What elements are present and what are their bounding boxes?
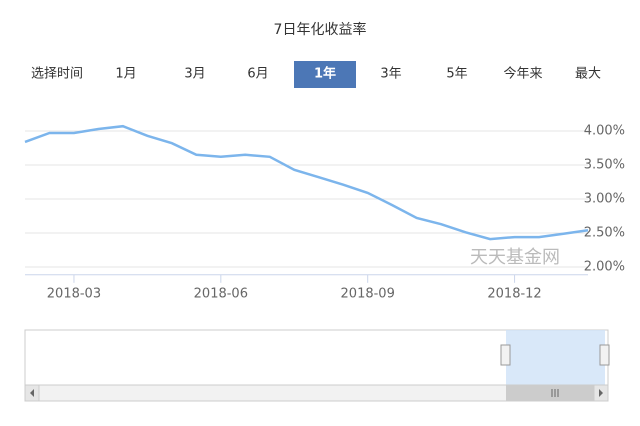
- x-tick-label: 2018-06: [194, 286, 248, 301]
- range-button[interactable]: 最大: [575, 67, 601, 82]
- y-tick-label: 3.00%: [584, 192, 625, 207]
- chart-title: 7日年化收益率: [274, 21, 367, 38]
- watermark: 天天基金网: [470, 247, 560, 268]
- line: [24, 124, 589, 241]
- range-button[interactable]: 6月: [247, 67, 268, 82]
- y-tick-label: 3.50%: [584, 158, 625, 173]
- arrow: [30, 389, 34, 397]
- range-label: 选择时间: [31, 67, 83, 82]
- range-button[interactable]: 5年: [446, 67, 467, 82]
- navigator-window[interactable]: [506, 330, 605, 385]
- range-button[interactable]: 1月: [115, 67, 136, 82]
- x-tick-label: 2018-03: [47, 286, 101, 301]
- range-button[interactable]: 3年: [380, 67, 401, 82]
- y-tick-label: 2.00%: [584, 260, 625, 275]
- x-tick-label: 2018-09: [341, 286, 395, 301]
- navigator-handle[interactable]: [599, 344, 610, 366]
- scrollbar-grip: [551, 389, 559, 397]
- navigator-handle[interactable]: [500, 344, 511, 366]
- y-tick-label: 4.00%: [584, 124, 625, 139]
- range-button-selected[interactable]: [294, 61, 356, 88]
- range-button[interactable]: 1年: [314, 66, 336, 82]
- y-tick-label: 2.50%: [584, 226, 625, 241]
- x-tick-label: 2018-12: [487, 286, 541, 301]
- range-button[interactable]: 3月: [184, 67, 205, 82]
- arrow: [599, 389, 603, 397]
- range-button[interactable]: 今年来: [503, 66, 542, 82]
